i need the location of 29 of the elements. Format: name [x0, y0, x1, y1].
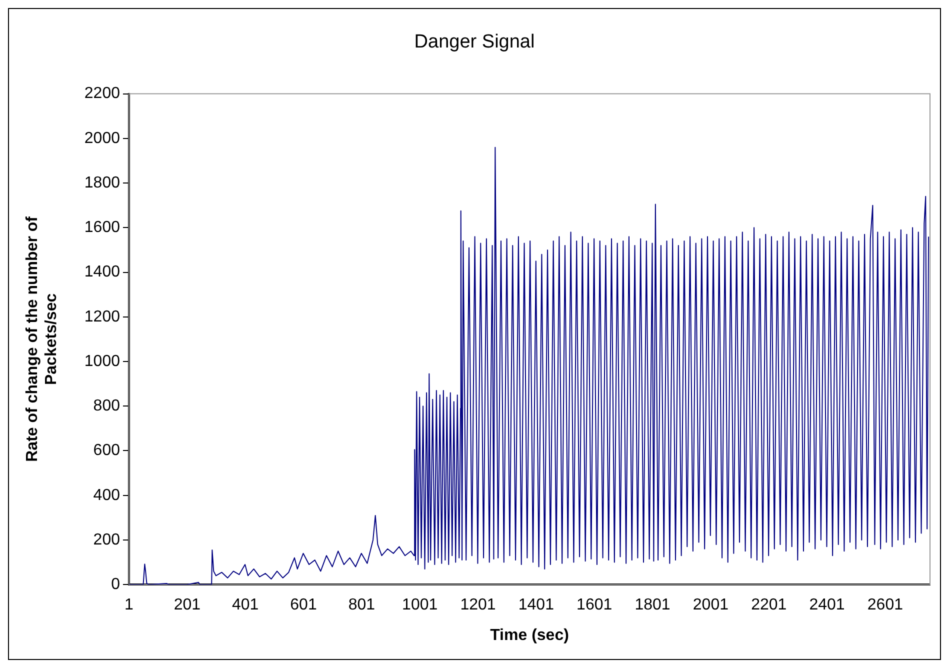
- y-tick-label: 1000: [84, 352, 120, 370]
- x-tick-label: 1201: [460, 596, 496, 614]
- y-axis-title: Rate of change of the number of Packets/sec: [24, 216, 60, 462]
- x-tick-label: 1401: [518, 596, 554, 614]
- y-tick-label: 600: [93, 442, 120, 460]
- y-tick-label: 2200: [84, 85, 120, 102]
- x-tick-label: 2201: [751, 596, 787, 614]
- chart-title: Danger Signal: [414, 32, 535, 53]
- y-tick-label: 0: [111, 576, 120, 594]
- x-tick-label: 2401: [809, 596, 845, 614]
- x-tick-label: 1: [124, 596, 134, 614]
- y-tick-label: 800: [93, 398, 120, 415]
- x-tick-label: 401: [232, 596, 259, 614]
- y-tick-label: 1200: [84, 308, 120, 326]
- y-tick-label: 1800: [84, 174, 120, 192]
- x-tick-label: 1801: [634, 596, 670, 614]
- x-tick-label: 2601: [867, 596, 904, 614]
- x-axis-title: Time (sec): [490, 626, 569, 644]
- y-tick-label: 2000: [84, 130, 120, 147]
- x-tick-label: 1601: [576, 596, 612, 614]
- x-tick-label: 801: [348, 596, 376, 614]
- x-tick-label: 201: [174, 596, 201, 614]
- x-tick-label: 1001: [402, 596, 438, 614]
- y-tick-label: 400: [93, 486, 120, 504]
- x-tick-label: 2001: [692, 596, 729, 614]
- y-tick-label: 200: [93, 531, 120, 548]
- y-tick-label: 1400: [84, 264, 120, 281]
- y-tick-label: 1600: [84, 219, 120, 236]
- x-tick-label: 601: [290, 596, 317, 614]
